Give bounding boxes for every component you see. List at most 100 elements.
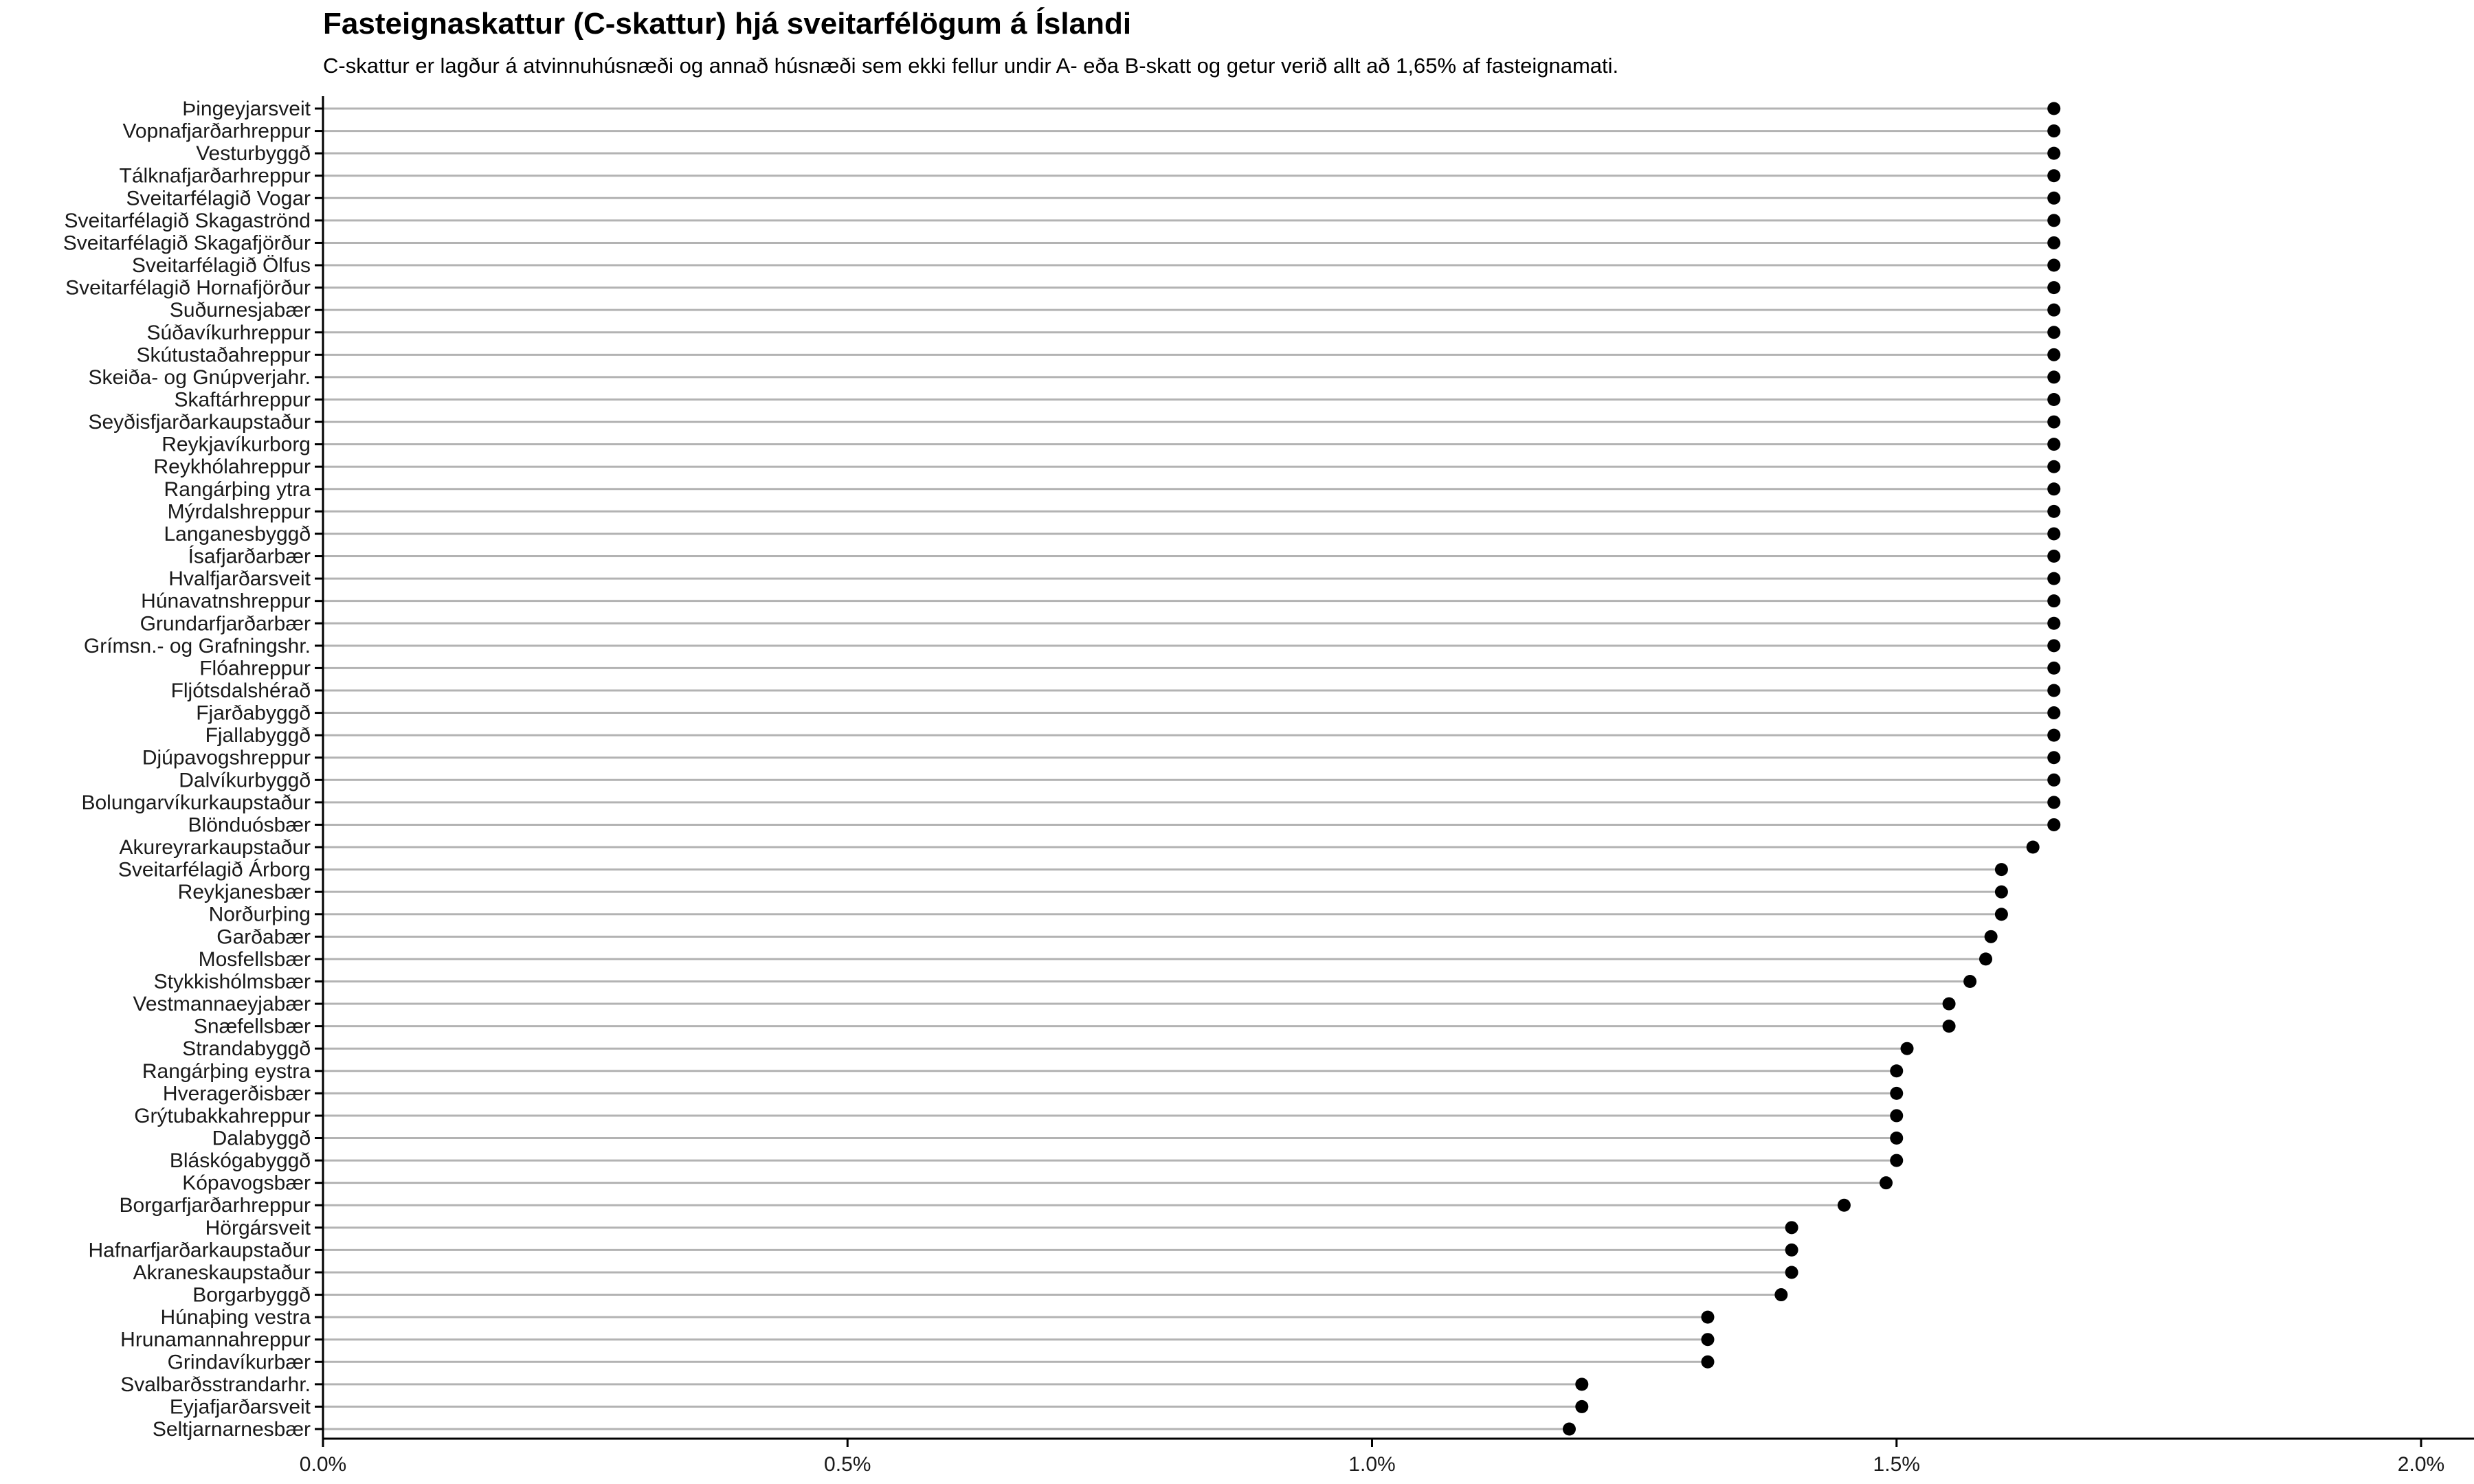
category-label: Blönduósbær [188, 813, 311, 836]
data-point [1890, 1064, 1904, 1078]
category-label: Akureyrarkaupstaður [120, 836, 311, 859]
category-label: Grímsn.- og Grafningshr. [84, 635, 311, 657]
category-label: Langanesbyggð [164, 523, 311, 546]
x-tick-label: 0.5% [824, 1453, 871, 1476]
axes-layer [315, 96, 2474, 1440]
data-point [2047, 236, 2061, 249]
category-label: Flóahreppur [199, 657, 311, 679]
category-label: Eyjafjarðarsveit [170, 1395, 311, 1418]
category-label: Akraneskaupstaður [133, 1261, 311, 1284]
category-label: Þingeyjarsveit [182, 98, 311, 120]
points-layer [1562, 102, 2061, 1436]
category-label: Fjarðabyggð [196, 702, 311, 725]
data-point [2047, 392, 2061, 406]
category-label: Norðurþing [209, 903, 311, 926]
data-point [2047, 616, 2061, 630]
category-label: Hrunamannahreppur [120, 1329, 311, 1351]
data-point [1979, 952, 1993, 966]
data-point [1890, 1132, 1904, 1145]
category-label: Húnavatnshreppur [141, 590, 311, 613]
data-point [1942, 1020, 1956, 1033]
data-point [1774, 1288, 1788, 1302]
category-label: Mosfellsbær [199, 948, 311, 971]
data-point [2047, 124, 2061, 138]
data-point [1963, 974, 1977, 988]
category-label: Skeiða- og Gnúpverjahr. [88, 366, 311, 389]
x-tick-label: 2.0% [2398, 1453, 2444, 1476]
data-point [1701, 1310, 1715, 1324]
x-tick-label: 1.5% [1873, 1453, 1920, 1476]
category-label: Rangárþing ytra [164, 478, 311, 501]
category-label: Húnaþing vestra [161, 1306, 311, 1329]
category-label: Hvalfjarðarsveit [168, 567, 311, 590]
category-label: Reykjavíkurborg [161, 434, 311, 456]
category-label: Garðabær [216, 925, 311, 948]
data-point [2047, 482, 2061, 496]
category-label: Dalabyggð [212, 1127, 311, 1150]
category-label: Vesturbyggð [196, 142, 311, 165]
category-label: Stykkishólmsbær [154, 970, 311, 993]
x-tick-label: 1.0% [1348, 1453, 1395, 1476]
data-point [2047, 415, 2061, 429]
category-label: Fljótsdalshérað [171, 679, 311, 702]
category-label: Seyðisfjarðarkaupstaður [88, 411, 311, 434]
data-point [1575, 1399, 1589, 1413]
data-point [2047, 773, 2061, 787]
data-point [2047, 639, 2061, 653]
stems-layer [323, 107, 2054, 1430]
data-point [1701, 1355, 1715, 1369]
data-point [2047, 818, 2061, 831]
category-label: Kópavogsbær [182, 1172, 311, 1195]
data-point [1575, 1378, 1589, 1391]
x-ticks-layer: 0.0% 0.5% 1.0% 1.5% 2.0% [300, 1439, 2444, 1476]
x-tick-label: 0.0% [300, 1453, 346, 1476]
data-point [1994, 908, 2008, 921]
category-label: Sveitarfélagið Skagaströnd [64, 210, 311, 232]
category-label: Hörgársveit [205, 1217, 311, 1239]
data-point [2047, 572, 2061, 585]
data-point [1562, 1422, 1576, 1436]
chart-title: Fasteignaskattur (C-skattur) hjá sveitar… [323, 7, 1132, 41]
category-label: Hafnarfjarðarkaupstaður [88, 1239, 311, 1261]
data-point [1879, 1176, 1893, 1190]
category-label: Bláskógabyggð [170, 1149, 311, 1172]
category-label: Sveitarfélagið Skagafjörður [63, 232, 311, 254]
category-label: Strandabyggð [182, 1037, 311, 1060]
data-point [2047, 303, 2061, 317]
category-label: Mýrdalshreppur [168, 500, 311, 523]
chart-subtitle: C-skattur er lagður á atvinnuhúsnæði og … [323, 54, 1619, 78]
data-point [2047, 504, 2061, 518]
category-label: Sveitarfélagið Árborg [118, 859, 311, 881]
data-point [1837, 1198, 1851, 1212]
data-point [1701, 1333, 1715, 1347]
category-label: Tálknafjarðarhreppur [120, 165, 311, 188]
category-labels-layer: ÞingeyjarsveitVopnafjarðarhreppurVesturb… [63, 98, 311, 1441]
category-label: Reykjanesbær [178, 881, 311, 903]
category-label: Grindavíkurbær [168, 1351, 311, 1373]
category-label: Svalbarðsstrandarhr. [120, 1373, 311, 1396]
data-point [2047, 191, 2061, 205]
category-label: Súðavíkurhreppur [147, 322, 311, 344]
data-point [1994, 863, 2008, 877]
category-label: Sveitarfélagið Ölfus [132, 254, 311, 277]
data-point [2047, 146, 2061, 160]
data-point [2047, 527, 2061, 541]
data-point [2047, 684, 2061, 697]
data-point [1785, 1266, 1798, 1279]
data-point [2047, 214, 2061, 227]
category-label: Dalvíkurbyggð [179, 769, 311, 791]
category-label: Ísafjarðarbær [188, 546, 311, 568]
category-label: Hveragerðisbær [163, 1082, 311, 1105]
category-label: Sveitarfélagið Vogar [126, 187, 311, 210]
category-label: Bolungarvíkurkaupstaður [81, 791, 311, 814]
data-point [2047, 169, 2061, 183]
data-point [2047, 438, 2061, 451]
data-point [2026, 840, 2040, 854]
data-point [2047, 370, 2061, 384]
data-point [1900, 1042, 1914, 1055]
data-point [2047, 550, 2061, 563]
category-label: Suðurnesjabær [170, 299, 311, 322]
data-point [1785, 1243, 1798, 1257]
data-point [2047, 258, 2061, 272]
data-point [2047, 594, 2061, 608]
